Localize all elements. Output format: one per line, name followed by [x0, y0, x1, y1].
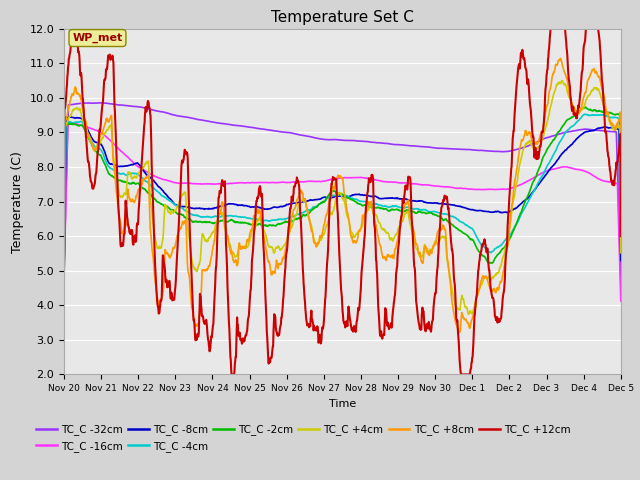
TC_C +4cm — [377, 223, 385, 229]
TC_C -4cm — [580, 111, 588, 117]
TC_C -2cm — [377, 205, 385, 211]
TC_C -32cm — [126, 103, 134, 109]
TC_C -16cm — [617, 298, 625, 304]
TC_C -32cm — [104, 100, 111, 106]
TC_C +4cm — [558, 78, 566, 84]
Y-axis label: Temperature (C): Temperature (C) — [11, 151, 24, 252]
TC_C -16cm — [318, 179, 326, 184]
TC_C +12cm — [318, 326, 326, 332]
TC_C +8cm — [296, 188, 304, 193]
TC_C -2cm — [103, 167, 111, 172]
TC_C -2cm — [582, 104, 589, 110]
TC_C +4cm — [318, 236, 326, 241]
Line: TC_C -32cm: TC_C -32cm — [64, 103, 621, 282]
TC_C +8cm — [126, 196, 134, 202]
TC_C +4cm — [126, 170, 134, 176]
Line: TC_C -4cm: TC_C -4cm — [64, 114, 621, 283]
TC_C -32cm — [378, 140, 385, 146]
TC_C -8cm — [297, 200, 305, 205]
TC_C -2cm — [617, 236, 625, 241]
TC_C -2cm — [308, 207, 316, 213]
TC_C +8cm — [60, 283, 68, 288]
Text: WP_met: WP_met — [72, 33, 123, 43]
TC_C +4cm — [617, 250, 625, 256]
TC_C -8cm — [318, 195, 326, 201]
TC_C -16cm — [378, 178, 385, 184]
Legend: TC_C -32cm, TC_C -16cm, TC_C -8cm, TC_C -4cm, TC_C -2cm, TC_C +4cm, TC_C +8cm, T: TC_C -32cm, TC_C -16cm, TC_C -8cm, TC_C … — [36, 424, 570, 452]
TC_C -32cm — [318, 136, 326, 142]
TC_C -4cm — [126, 170, 134, 176]
TC_C -2cm — [296, 216, 304, 221]
TC_C +8cm — [318, 233, 326, 239]
TC_C +4cm — [60, 252, 68, 258]
TC_C +12cm — [228, 372, 236, 377]
TC_C +8cm — [308, 228, 316, 234]
TC_C -4cm — [308, 206, 316, 212]
Line: TC_C -16cm: TC_C -16cm — [64, 122, 621, 301]
TC_C +4cm — [103, 127, 111, 133]
Line: TC_C +8cm: TC_C +8cm — [64, 59, 621, 332]
TC_C +8cm — [456, 329, 463, 335]
TC_C +8cm — [557, 56, 564, 61]
Line: TC_C +12cm: TC_C +12cm — [64, 29, 621, 374]
TC_C -32cm — [617, 279, 625, 285]
TC_C -8cm — [378, 196, 385, 202]
Line: TC_C +4cm: TC_C +4cm — [64, 81, 621, 314]
TC_C +8cm — [377, 244, 385, 250]
TC_C -4cm — [60, 280, 68, 286]
TC_C -8cm — [126, 162, 134, 168]
TC_C -16cm — [64, 119, 72, 125]
TC_C -16cm — [104, 135, 111, 141]
TC_C -4cm — [318, 199, 326, 205]
TC_C +4cm — [308, 224, 316, 230]
TC_C +12cm — [60, 220, 68, 226]
TC_C +12cm — [297, 215, 305, 220]
TC_C -32cm — [297, 132, 305, 138]
Line: TC_C -8cm: TC_C -8cm — [64, 117, 621, 280]
TC_C -32cm — [308, 134, 316, 140]
TC_C +12cm — [126, 230, 134, 236]
TC_C -16cm — [308, 179, 316, 184]
TC_C -4cm — [296, 211, 304, 216]
X-axis label: Time: Time — [329, 399, 356, 408]
TC_C -4cm — [103, 161, 111, 167]
TC_C +12cm — [103, 66, 111, 72]
TC_C -8cm — [104, 157, 111, 163]
TC_C -8cm — [617, 258, 625, 264]
TC_C +4cm — [296, 200, 304, 206]
TC_C -8cm — [60, 277, 68, 283]
TC_C +12cm — [617, 233, 625, 239]
TC_C +8cm — [617, 192, 625, 197]
TC_C +12cm — [308, 316, 316, 322]
TC_C -2cm — [126, 180, 134, 186]
Title: Temperature Set C: Temperature Set C — [271, 10, 414, 25]
TC_C -8cm — [65, 114, 73, 120]
TC_C -16cm — [297, 179, 305, 185]
TC_C +12cm — [378, 328, 385, 334]
TC_C -8cm — [308, 197, 316, 203]
TC_C +4cm — [465, 312, 473, 317]
TC_C -16cm — [126, 156, 134, 162]
TC_C -2cm — [60, 280, 68, 286]
TC_C +12cm — [547, 26, 554, 32]
TC_C -4cm — [617, 246, 625, 252]
TC_C -32cm — [97, 100, 104, 106]
Line: TC_C -2cm: TC_C -2cm — [64, 107, 621, 283]
TC_C -2cm — [318, 200, 326, 206]
TC_C -16cm — [60, 279, 68, 285]
TC_C +8cm — [103, 116, 111, 121]
TC_C -32cm — [60, 264, 68, 270]
TC_C -4cm — [377, 203, 385, 208]
